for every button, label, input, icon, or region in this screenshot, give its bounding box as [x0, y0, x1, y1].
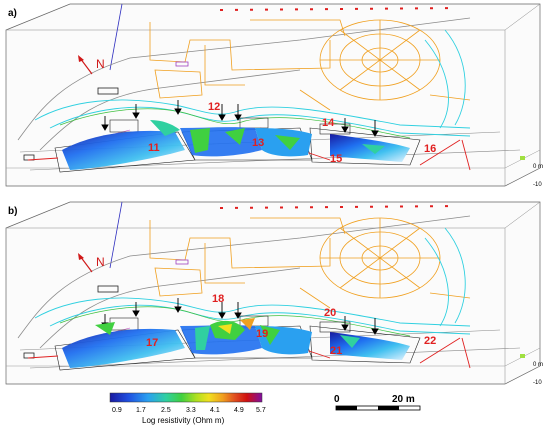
- north-arrow-icon: [78, 55, 93, 75]
- colorbar-title: Log resistivity (Ohm m): [142, 416, 225, 425]
- depth-label-top-a: 0 m: [533, 164, 543, 170]
- profile-label: 15: [330, 153, 342, 165]
- colorbar-tick: 0.9: [112, 407, 122, 414]
- profile-label: 14: [322, 117, 335, 129]
- depth-label-top-b: 0 m: [533, 362, 543, 368]
- colorbar-tick: 5.7: [256, 407, 266, 414]
- panel-tag-b: b): [8, 206, 17, 217]
- profile-label: 22: [424, 335, 436, 347]
- panel-tag-a: a): [8, 8, 17, 19]
- profile-label: 12: [208, 101, 220, 113]
- colorbar-tick: 3.3: [186, 407, 196, 414]
- profile-label: 20: [324, 307, 336, 319]
- profile-label: 21: [330, 345, 342, 357]
- profile-label: 17: [146, 337, 158, 349]
- resistivity-sections-a: [62, 120, 410, 170]
- north-label-a: N: [96, 57, 105, 71]
- resistivity-sections-b: [62, 318, 410, 368]
- profile-label: 16: [424, 143, 436, 155]
- scale-bar: 0 20 m: [334, 394, 421, 411]
- colorbar-tick: 2.5: [161, 407, 171, 414]
- profile-label: 11: [148, 142, 160, 154]
- colorbar-tick: 4.9: [234, 407, 244, 414]
- depth-label-bottom-b: -10: [533, 380, 542, 386]
- colorbar-tick: 4.1: [210, 407, 220, 414]
- profile-label: 13: [252, 137, 264, 149]
- colorbar-tick: 1.7: [136, 407, 146, 414]
- profile-label: 19: [256, 328, 268, 340]
- scale-bar-right-label: 20 m: [392, 394, 415, 405]
- depth-label-bottom-a: -10: [533, 182, 542, 188]
- profile-label: 18: [212, 293, 224, 305]
- north-label-b: N: [96, 255, 105, 269]
- scale-bar-left-label: 0: [334, 394, 340, 405]
- colorbar: 0.9 1.7 2.5 3.3 4.1 4.9 5.7 Log resistiv…: [109, 392, 266, 425]
- panel-a: a) N 11 12 13 14 15 16 0 m -10: [5, 3, 543, 188]
- north-arrow-icon: [78, 253, 93, 273]
- colorbar-gradient: [109, 392, 263, 403]
- panel-b: b) N 17 18 19 20 21 22 0 m -10: [5, 201, 543, 386]
